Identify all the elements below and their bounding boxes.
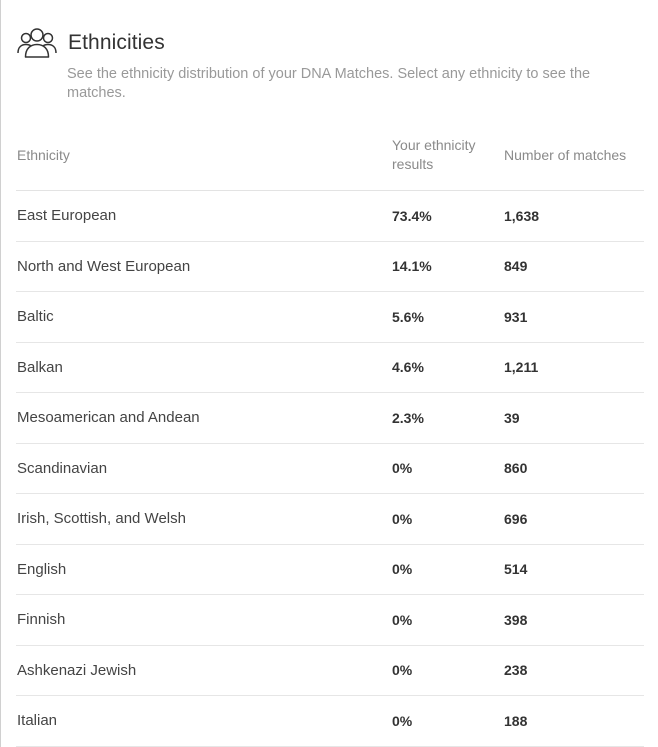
ethnicity-results-cell: 0% [391, 594, 503, 646]
ethnicity-cell: Italian [16, 695, 391, 747]
column-header-ethnicity: Ethnicity [16, 132, 391, 191]
match-count-cell: 860 [503, 443, 644, 494]
ethnicities-table: Ethnicity Your ethnicity results Number … [16, 132, 644, 747]
match-count-cell: 931 [503, 291, 644, 343]
match-count-cell: 398 [503, 594, 644, 646]
match-count-cell: 188 [503, 695, 644, 747]
panel-header: Ethnicities See the ethnicity distributi… [16, 26, 636, 102]
panel-subtitle: See the ethnicity distribution of your D… [67, 66, 591, 101]
table-row[interactable]: Finnish 0% 398 [16, 594, 644, 646]
ethnicity-cell: East European [16, 190, 391, 242]
table-row[interactable]: Irish, Scottish, and Welsh 0% 696 [16, 493, 644, 545]
ethnicity-cell: Ashkenazi Jewish [16, 645, 391, 696]
table-row[interactable]: English 0% 514 [16, 544, 644, 595]
ethnicity-results-cell: 0% [391, 695, 503, 747]
ethnicity-results-cell: 4.6% [391, 342, 503, 393]
ethnicity-results-cell: 14.1% [391, 241, 503, 292]
match-count-cell: 696 [503, 493, 644, 545]
ethnicity-cell: Mesoamerican and Andean [16, 392, 391, 444]
match-count-cell: 514 [503, 544, 644, 595]
match-count-cell: 238 [503, 645, 644, 696]
ethnicity-results-cell: 2.3% [391, 392, 503, 444]
match-count-cell: 1,211 [503, 342, 644, 393]
ethnicity-cell: Scandinavian [16, 443, 391, 494]
ethnicity-results-cell: 0% [391, 493, 503, 545]
table-row[interactable]: Scandinavian 0% 860 [16, 443, 644, 494]
table-header-row: Ethnicity Your ethnicity results Number … [16, 132, 644, 191]
ethnicity-cell: English [16, 544, 391, 595]
table-row[interactable]: Baltic 5.6% 931 [16, 291, 644, 343]
title-row: Ethnicities [16, 26, 636, 60]
panel-title: Ethnicities [68, 31, 165, 54]
table-row[interactable]: Mesoamerican and Andean 2.3% 39 [16, 392, 644, 444]
column-header-matches: Number of matches [503, 132, 644, 191]
ethnicity-cell: Baltic [16, 291, 391, 343]
ethnicity-results-cell: 0% [391, 443, 503, 494]
ethnicity-cell: North and West European [16, 241, 391, 292]
ethnicity-results-cell: 73.4% [391, 190, 503, 242]
ethnicity-cell: Finnish [16, 594, 391, 646]
table-row[interactable]: Balkan 4.6% 1,211 [16, 342, 644, 393]
ethnicity-results-cell: 0% [391, 645, 503, 696]
column-header-results: Your ethnicity results [391, 132, 503, 191]
table-row[interactable]: North and West European 14.1% 849 [16, 241, 644, 292]
people-group-icon [16, 26, 58, 60]
table-row[interactable]: Italian 0% 188 [16, 695, 644, 747]
ethnicity-results-cell: 0% [391, 544, 503, 595]
ethnicity-cell: Irish, Scottish, and Welsh [16, 493, 391, 545]
table-row[interactable]: East European 73.4% 1,638 [16, 190, 644, 242]
ethnicity-results-cell: 5.6% [391, 291, 503, 343]
match-count-cell: 39 [503, 392, 644, 444]
match-count-cell: 849 [503, 241, 644, 292]
ethnicity-cell: Balkan [16, 342, 391, 393]
table-row[interactable]: Ashkenazi Jewish 0% 238 [16, 645, 644, 696]
match-count-cell: 1,638 [503, 190, 644, 242]
